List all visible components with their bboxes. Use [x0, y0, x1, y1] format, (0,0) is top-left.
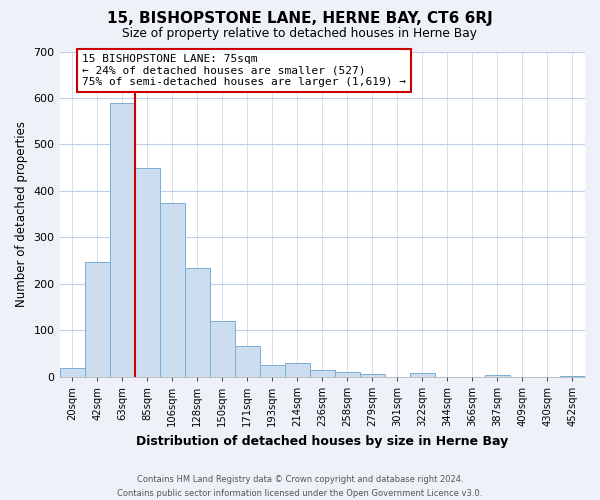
Bar — [185, 268, 209, 377]
Text: 15 BISHOPSTONE LANE: 75sqm
← 24% of detached houses are smaller (527)
75% of sem: 15 BISHOPSTONE LANE: 75sqm ← 24% of deta… — [82, 54, 406, 87]
Y-axis label: Number of detached properties: Number of detached properties — [15, 121, 28, 307]
Bar — [110, 102, 134, 377]
Bar — [160, 202, 185, 377]
Bar — [59, 368, 85, 377]
Text: Contains HM Land Registry data © Crown copyright and database right 2024.
Contai: Contains HM Land Registry data © Crown c… — [118, 476, 482, 498]
X-axis label: Distribution of detached houses by size in Herne Bay: Distribution of detached houses by size … — [136, 434, 508, 448]
Bar — [335, 372, 360, 377]
Bar — [310, 370, 335, 377]
Bar — [85, 262, 110, 377]
Bar — [285, 363, 310, 377]
Bar — [485, 376, 510, 377]
Bar — [235, 346, 260, 377]
Text: Size of property relative to detached houses in Herne Bay: Size of property relative to detached ho… — [122, 28, 478, 40]
Bar — [209, 321, 235, 377]
Bar — [134, 168, 160, 377]
Bar — [560, 376, 585, 377]
Text: 15, BISHOPSTONE LANE, HERNE BAY, CT6 6RJ: 15, BISHOPSTONE LANE, HERNE BAY, CT6 6RJ — [107, 12, 493, 26]
Bar — [260, 365, 285, 377]
Bar — [410, 372, 435, 377]
Bar — [360, 374, 385, 377]
